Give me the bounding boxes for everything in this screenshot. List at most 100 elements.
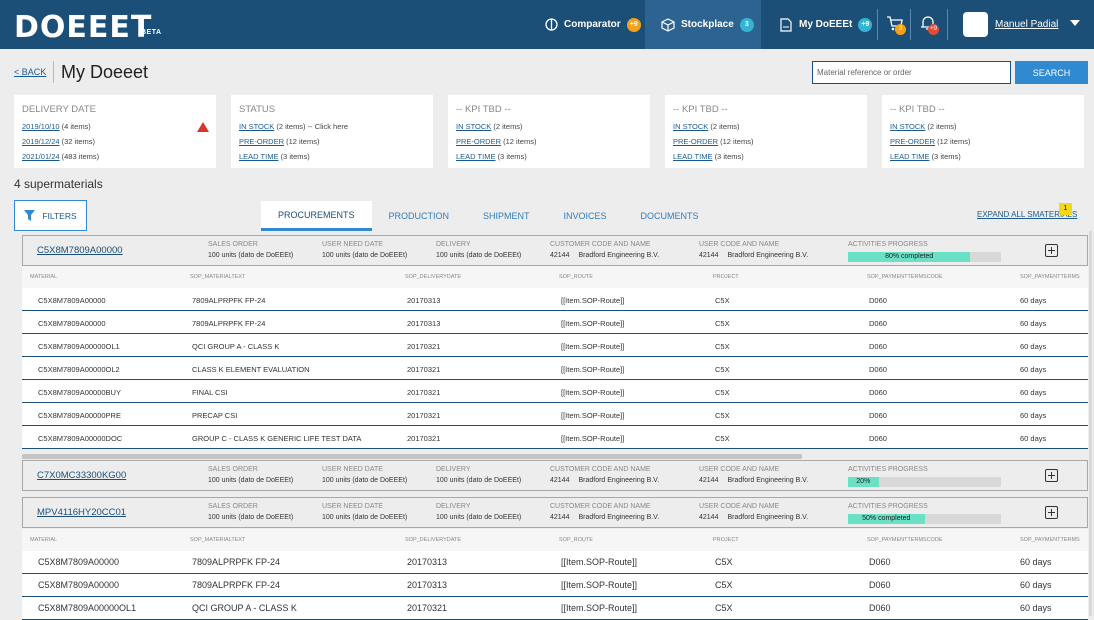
horizontal-scrollbar[interactable]: [22, 454, 802, 459]
table-cell: 20170313: [407, 319, 441, 328]
tab-invoices[interactable]: INVOICES: [563, 211, 607, 221]
cart-icon[interactable]: 3: [886, 14, 908, 36]
nav-tab-my-doeeet[interactable]: My DoEEEt +9: [779, 0, 873, 49]
card-link[interactable]: 2019/12/24: [22, 137, 60, 146]
supermaterial-code-link[interactable]: C5X8M7809A00000: [37, 245, 123, 256]
table-cell: C5X8M7809A00000: [38, 296, 106, 305]
expand-plus-icon[interactable]: [1045, 506, 1058, 519]
progress-fill: 50% completed: [848, 514, 925, 524]
card-link[interactable]: LEAD TIME: [673, 152, 713, 161]
expand-all-link[interactable]: EXPAND ALL SMATERIALS: [977, 210, 1078, 219]
nav-tab-comparator[interactable]: Comparator +9: [544, 0, 641, 49]
table-row[interactable]: C5X8M7809A00000OL1 QCI GROUP A - CLASS K 2…: [22, 334, 1088, 357]
filters-button[interactable]: FILTERS: [14, 200, 87, 231]
sm-column-value: 100 units (dato de DoEEEt): [322, 477, 416, 484]
progress-fill: 20%: [848, 477, 879, 487]
logo[interactable]: DOEEET: [14, 10, 153, 45]
sm-column-header: DELIVERY: [436, 466, 471, 473]
count-badge: +9: [858, 17, 873, 32]
card-link[interactable]: LEAD TIME: [456, 152, 496, 161]
expand-plus-icon[interactable]: [1045, 469, 1058, 482]
sm-column-header: USER NEED DATE: [322, 241, 383, 248]
card-link[interactable]: IN STOCK: [673, 122, 709, 131]
table-cell: C5X: [715, 296, 730, 305]
sales-order-value: 100 units (dato de DoEEEt): [208, 252, 294, 259]
table-cell: D060: [869, 603, 891, 613]
table-cell: C5X: [715, 388, 730, 397]
table-row[interactable]: C5X8M7809A00000 7809ALPRPFK FP-24 20170313…: [22, 574, 1088, 597]
progress-bar: 20%: [848, 477, 1001, 487]
table-cell: 20170321: [407, 411, 441, 420]
table-cell: C5X8M7809A00000OL1: [38, 342, 120, 351]
table-row[interactable]: C5X8M7809A00000OL2 CLASS K ELEMENT EVALUA…: [22, 357, 1088, 380]
card-link[interactable]: LEAD TIME: [239, 152, 279, 161]
card-link[interactable]: PRE-ORDER: [673, 137, 719, 146]
search-input[interactable]: [812, 61, 1011, 84]
card-link[interactable]: 2021/01/24: [22, 152, 60, 161]
sm-column: ACTIVITIES PROGRESS: [848, 241, 928, 252]
card-row-text: (12 items): [720, 137, 754, 146]
cart-badge: 3: [895, 24, 906, 35]
sm-column: SALES ORDER 100 units (dato de DoEEEt): [208, 241, 302, 259]
table-cell: C5X8M7809A00000: [38, 557, 120, 567]
card-row: IN STOCK (2 items): [890, 122, 957, 131]
table-row[interactable]: C5X8M7809A00000 7809ALPRPFK FP-24 20170313…: [22, 288, 1088, 311]
table-row[interactable]: C5X8M7809A00000PRE PRECAP CSI 20170321 [[It…: [22, 403, 1088, 426]
card-row: IN STOCK (2 items): [673, 122, 740, 131]
table-cell: C5X: [715, 580, 733, 590]
chevron-down-icon[interactable]: [1070, 20, 1080, 26]
tab-shipment[interactable]: SHIPMENT: [483, 211, 530, 221]
vertical-scrollbar[interactable]: [1089, 231, 1092, 616]
tab-production[interactable]: PRODUCTION: [388, 211, 450, 221]
card-link[interactable]: PRE-ORDER: [890, 137, 936, 146]
table-cell: 7809ALPRPFK FP-24: [192, 557, 281, 567]
sm-column: USER CODE AND NAME 42144 Bradford Engineer…: [699, 503, 817, 521]
tab-procurements[interactable]: PROCUREMENTS: [261, 201, 372, 231]
box-icon: [661, 17, 675, 32]
customer-name: Bradford Engineering B.V.: [578, 252, 660, 259]
table-cell: 20170321: [407, 434, 441, 443]
card-link[interactable]: IN STOCK: [239, 122, 275, 131]
need-date-value: 100 units (dato de DoEEEt): [322, 252, 408, 259]
card-link[interactable]: LEAD TIME: [890, 152, 930, 161]
card-link[interactable]: PRE-ORDER: [456, 137, 502, 146]
card-link[interactable]: IN STOCK: [890, 122, 926, 131]
table-cell: 60 days: [1020, 557, 1052, 567]
tab-documents[interactable]: DOCUMENTS: [640, 211, 699, 221]
table-cell: 60 days: [1020, 342, 1047, 351]
card-row-text: (3 items): [714, 152, 744, 161]
table-row[interactable]: C5X8M7809A00000OL1 QCI GROUP A - CLASS K 2…: [22, 597, 1088, 620]
search-button[interactable]: SEARCH: [1015, 61, 1088, 84]
table-row[interactable]: C5X8M7809A00000BUY FINAL CSI 20170321 [[Ite…: [22, 380, 1088, 403]
user-code: 42144: [699, 477, 719, 484]
supermaterial-code-link[interactable]: C7X0MC33300KG00: [37, 470, 127, 481]
expand-plus-icon[interactable]: [1045, 244, 1058, 257]
table-header: MATERIAL SOP_MATERIALTEXT SOP_DELIVERYDATE…: [22, 266, 1088, 288]
kpi-card: -- KPI TBD -- IN STOCK (2 items) PRE-ORDER…: [882, 95, 1084, 168]
card-link[interactable]: 2019/10/10: [22, 122, 60, 131]
bell-icon[interactable]: +9: [919, 14, 941, 36]
sm-column: ACTIVITIES PROGRESS: [848, 466, 928, 477]
sm-column-value: 100 units (dato de DoEEEt): [436, 514, 530, 521]
supermaterial-row[interactable]: MPV4116HY20CC01 SALES ORDER 100 units (dat…: [22, 497, 1088, 528]
supermaterial-row[interactable]: C5X8M7809A00000 SALES ORDER 100 units (dat…: [22, 235, 1088, 266]
table-cell: [[Item.SOP-Route]]: [561, 365, 625, 374]
card-link[interactable]: IN STOCK: [456, 122, 492, 131]
table-row[interactable]: C5X8M7809A00000 7809ALPRPFK FP-24 20170313…: [22, 311, 1088, 334]
user-name-link[interactable]: Manuel Padial: [995, 19, 1059, 30]
avatar[interactable]: [963, 12, 988, 37]
customer-code: 42144: [550, 477, 570, 484]
back-link[interactable]: < BACK: [14, 67, 47, 77]
card-title: -- KPI TBD --: [673, 104, 728, 115]
supermaterial-row[interactable]: C7X0MC33300KG00 SALES ORDER 100 units (dat…: [22, 460, 1088, 491]
supermaterial-code-link[interactable]: MPV4116HY20CC01: [37, 507, 127, 518]
table-cell: 7809ALPRPFK FP-24: [192, 319, 266, 328]
table-row[interactable]: C5X8M7809A00000DOC GROUP C - CLASS K GENE…: [22, 426, 1088, 449]
table-row[interactable]: C5X8M7809A00000 7809ALPRPFK FP-24 20170313…: [22, 551, 1088, 574]
card-link[interactable]: PRE-ORDER: [239, 137, 285, 146]
delivery-value: 100 units (dato de DoEEEt): [436, 514, 522, 521]
progress-bar: 80% completed: [848, 252, 1001, 262]
card-title: -- KPI TBD --: [456, 104, 511, 115]
nav-tab-stockplace[interactable]: Stockplace 3: [645, 0, 761, 49]
column-header: SOP_PAYMENTTERMS: [1020, 274, 1080, 280]
